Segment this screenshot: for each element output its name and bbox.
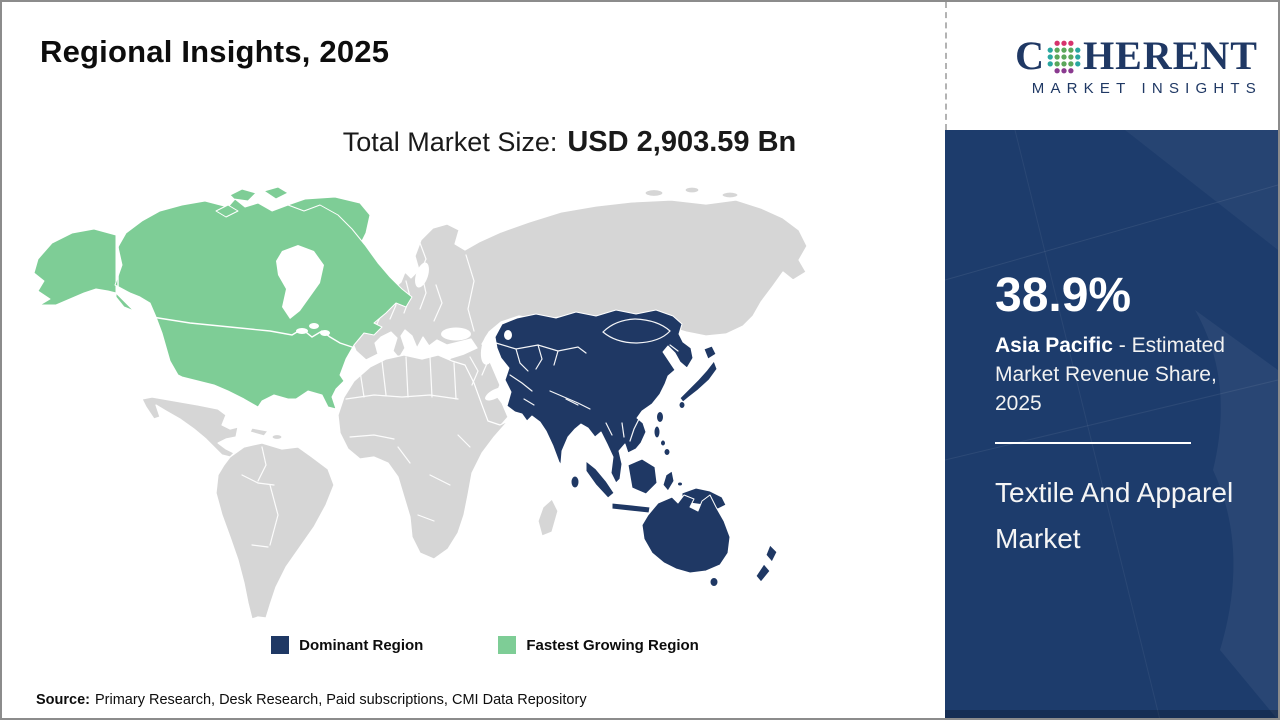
landmass-philippines-2 (660, 439, 666, 447)
landmass-arctic-canada-3 (215, 204, 239, 218)
brand-suffix: HERENT (1083, 32, 1258, 78)
landmass-arctic-canada-1 (229, 188, 257, 202)
aral-sea (504, 330, 512, 340)
great-lake-2 (309, 323, 319, 329)
divider-line (995, 442, 1191, 444)
brand-tagline: MARKET INSIGHTS (1031, 79, 1262, 97)
legend-label-fastest: Fastest Growing Region (526, 636, 699, 654)
black-sea (441, 327, 471, 341)
landmass-philippines-luzon (653, 425, 661, 439)
source-text: Primary Research, Desk Research, Paid su… (95, 692, 587, 708)
landmass-arctic-1 (644, 188, 664, 198)
legend: Dominant Region Fastest Growing Region (30, 636, 940, 654)
landmass-africa (337, 354, 509, 560)
legend-item-dominant: Dominant Region (271, 636, 423, 654)
stat-description-text: - Estimated Market Revenue Share, 2025 (995, 334, 1225, 415)
total-market-size-value: USD 2,903.59 Bn (567, 126, 797, 158)
caspian-sea (480, 331, 498, 365)
world-map-svg (33, 186, 808, 620)
landmass-sumatra (585, 460, 615, 499)
sidebar-panel: 38.9% Asia Pacific - Estimated Market Re… (945, 130, 1278, 718)
stat-region: Asia Pacific (995, 334, 1113, 357)
landmass-japan-hokkaido (703, 345, 717, 360)
map-overlays-green (117, 236, 353, 348)
border-usa-canada (151, 316, 353, 348)
region-fastest-growing (33, 186, 413, 410)
world-map (30, 185, 940, 620)
landmass-australia (641, 494, 731, 574)
landmass-japan-kyushu (678, 401, 686, 409)
panel-bottom-strip (945, 710, 1278, 718)
landmass-arctic-2 (684, 186, 700, 194)
market-name: Textile And Apparel Market (995, 477, 1234, 554)
great-lake-1 (296, 328, 308, 334)
map-borders-other (179, 242, 489, 548)
persian-gulf (485, 387, 505, 401)
page-title: Regional Insights, 2025 (40, 34, 390, 69)
landmass-cuba (249, 427, 269, 437)
globe-icon (1047, 40, 1081, 73)
sidebar: C HERENT MARKET INSIGHTS (945, 2, 1278, 718)
landmass-taiwan (656, 411, 664, 423)
landmass-hispaniola (271, 433, 283, 441)
brand-prefix: C (1015, 32, 1046, 78)
source-line: Source: Primary Research, Desk Research, … (36, 692, 587, 708)
landmass-sulawesi (662, 470, 675, 492)
landmass-nz-north (765, 544, 778, 563)
landmass-central-america (141, 396, 239, 458)
legend-swatch-fastest-icon (498, 636, 517, 654)
landmass-java (611, 502, 651, 514)
landmass-madagascar (537, 498, 559, 537)
legend-swatch-dominant-icon (271, 636, 290, 654)
hudson-bay (276, 245, 324, 319)
brand-name: C HERENT (1015, 32, 1258, 78)
brand-logo: C HERENT MARKET INSIGHTS (945, 2, 1278, 130)
landmass-arctic-canada-2 (263, 186, 289, 200)
legend-label-dominant: Dominant Region (299, 636, 424, 654)
landmass-arctic-3 (721, 191, 739, 199)
landmass-canada-usa (114, 198, 413, 410)
landmass-sri-lanka (570, 475, 580, 489)
sidebar-map-texture (945, 130, 1278, 718)
stat-value: 38.9% (995, 269, 1132, 322)
source-label: Source: (36, 692, 90, 708)
landmass-philippines-3 (663, 448, 671, 456)
landmass-tasmania (709, 577, 719, 587)
landmass-asia-mainland (494, 309, 694, 484)
region-dominant (494, 309, 778, 587)
total-market-size-line: Total Market Size: USD 2,903.59 Bn (192, 126, 947, 159)
landmass-borneo (627, 458, 658, 495)
map-borders-dominant (495, 318, 679, 442)
landmass-nz-south (755, 563, 771, 583)
landmass-alaska (33, 228, 135, 312)
landmass-moluccas (677, 481, 683, 487)
total-market-size-label: Total Market Size: (342, 127, 558, 157)
stat-description: Asia Pacific - Estimated Market Revenue … (995, 331, 1234, 418)
legend-item-fastest: Fastest Growing Region (498, 636, 699, 654)
landmass-south-america (215, 442, 335, 620)
